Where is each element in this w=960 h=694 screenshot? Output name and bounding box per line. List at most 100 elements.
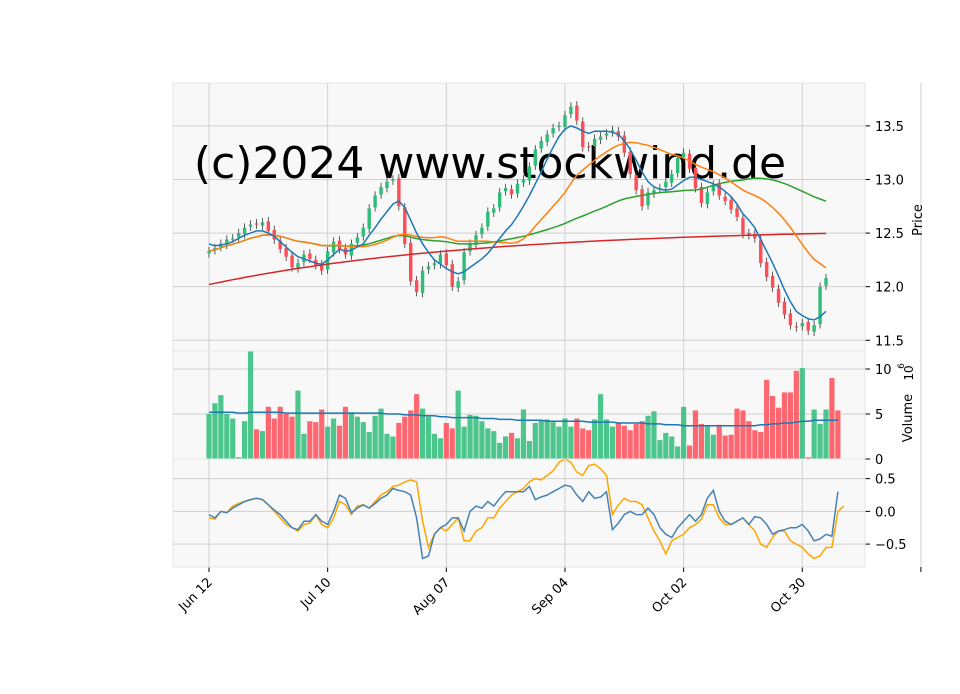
candle-body (420, 270, 425, 294)
price-panel (173, 83, 865, 351)
candle-body (509, 189, 514, 195)
volume-average-line (209, 411, 838, 427)
candle-body (824, 278, 828, 286)
volume-bar (835, 410, 841, 459)
candle-body (278, 240, 282, 250)
ma-200-line (208, 232, 827, 286)
volume-bar (615, 423, 621, 459)
volume-bar (241, 421, 248, 459)
volume-bar (431, 433, 438, 459)
volume-bar (746, 421, 752, 459)
candle-body (598, 136, 603, 140)
volume-bar (669, 436, 675, 459)
candle-body (521, 179, 526, 183)
ma-medium-line (208, 141, 827, 269)
volume-tick-label: 5 (875, 408, 883, 423)
volume-bar (307, 421, 313, 459)
volume-bar (627, 430, 633, 459)
candle-body (812, 325, 816, 332)
candle-body (664, 181, 668, 187)
candle-body (699, 186, 704, 204)
candle-body (705, 192, 710, 205)
candle-body (563, 115, 567, 127)
volume-bar (663, 432, 669, 459)
candle-body (735, 208, 739, 217)
volume-bar (212, 403, 218, 459)
watermark: (c)2024 www.stockwind.de (194, 138, 786, 189)
volume-axis-exponent-base: 10 (902, 365, 916, 380)
volume-bar (787, 392, 794, 459)
volume-bar (366, 432, 372, 459)
candle-body (397, 178, 401, 207)
candle-body (290, 255, 294, 268)
panel-border (172, 458, 866, 568)
volume-bar (461, 426, 467, 459)
candle-body (539, 140, 543, 149)
candle-body (764, 262, 769, 278)
candle-body (711, 184, 715, 192)
volume-bar (544, 419, 550, 459)
candle-body (462, 252, 466, 281)
candle-body (575, 105, 579, 121)
volume-bar (580, 428, 586, 459)
volume-bar (770, 396, 776, 459)
candle-body (284, 248, 288, 257)
candle-body (320, 264, 324, 271)
volume-bar (633, 423, 639, 459)
candle-body (355, 237, 360, 243)
price-tick-label: 11.5 (875, 334, 904, 349)
oscillator-series (208, 458, 845, 560)
candle-body (403, 207, 407, 244)
volume-bar (568, 426, 574, 459)
volume-bar (716, 424, 722, 459)
volume-bar (206, 414, 212, 459)
candle-body (503, 188, 508, 192)
candle-body (533, 149, 537, 166)
candle-body (373, 195, 377, 208)
candle-body (236, 233, 241, 238)
candle-body (207, 251, 211, 254)
volume-bar (823, 409, 829, 459)
volume-bar (348, 412, 354, 459)
volume-bar (479, 421, 485, 459)
candle-body (681, 152, 686, 157)
volume-tick-label: 10 (875, 363, 892, 378)
candle-body (806, 322, 810, 331)
candle-body (670, 174, 674, 183)
volume-bar (603, 419, 610, 459)
volume-bar (597, 394, 604, 459)
candle-body (385, 181, 389, 189)
volume-bar (330, 418, 337, 459)
volume-bar (758, 432, 764, 459)
candle-body (438, 254, 443, 265)
volume-bar (503, 436, 509, 459)
candle-body (675, 158, 680, 174)
candle-body (296, 263, 300, 269)
volume-bar (247, 351, 254, 459)
volume-bar (698, 423, 705, 459)
candle-body (557, 125, 561, 128)
x-tick-label: Aug 07 (410, 575, 453, 618)
volume-bar (384, 433, 390, 459)
price-series (207, 101, 828, 336)
candle-body (254, 223, 259, 225)
price-axis-label: Price (911, 204, 926, 236)
volume-bar (455, 390, 461, 459)
volume-bar (319, 409, 325, 459)
candle-body (480, 227, 484, 235)
volume-bar (301, 433, 307, 459)
volume-bar (360, 422, 366, 459)
oscillator-tick-label: −0.5 (875, 538, 907, 553)
x-tick-label: Sep 04 (529, 575, 572, 618)
volume-bar (704, 425, 710, 459)
candle-body (545, 134, 549, 142)
price-tick-label: 12.5 (875, 227, 904, 242)
volume-bar (230, 418, 236, 459)
candle-body (747, 233, 751, 236)
candle-body (361, 227, 365, 237)
candle-body (551, 128, 555, 134)
volume-bar (449, 428, 455, 459)
candle-body (782, 301, 787, 315)
volume-bar (514, 438, 521, 459)
